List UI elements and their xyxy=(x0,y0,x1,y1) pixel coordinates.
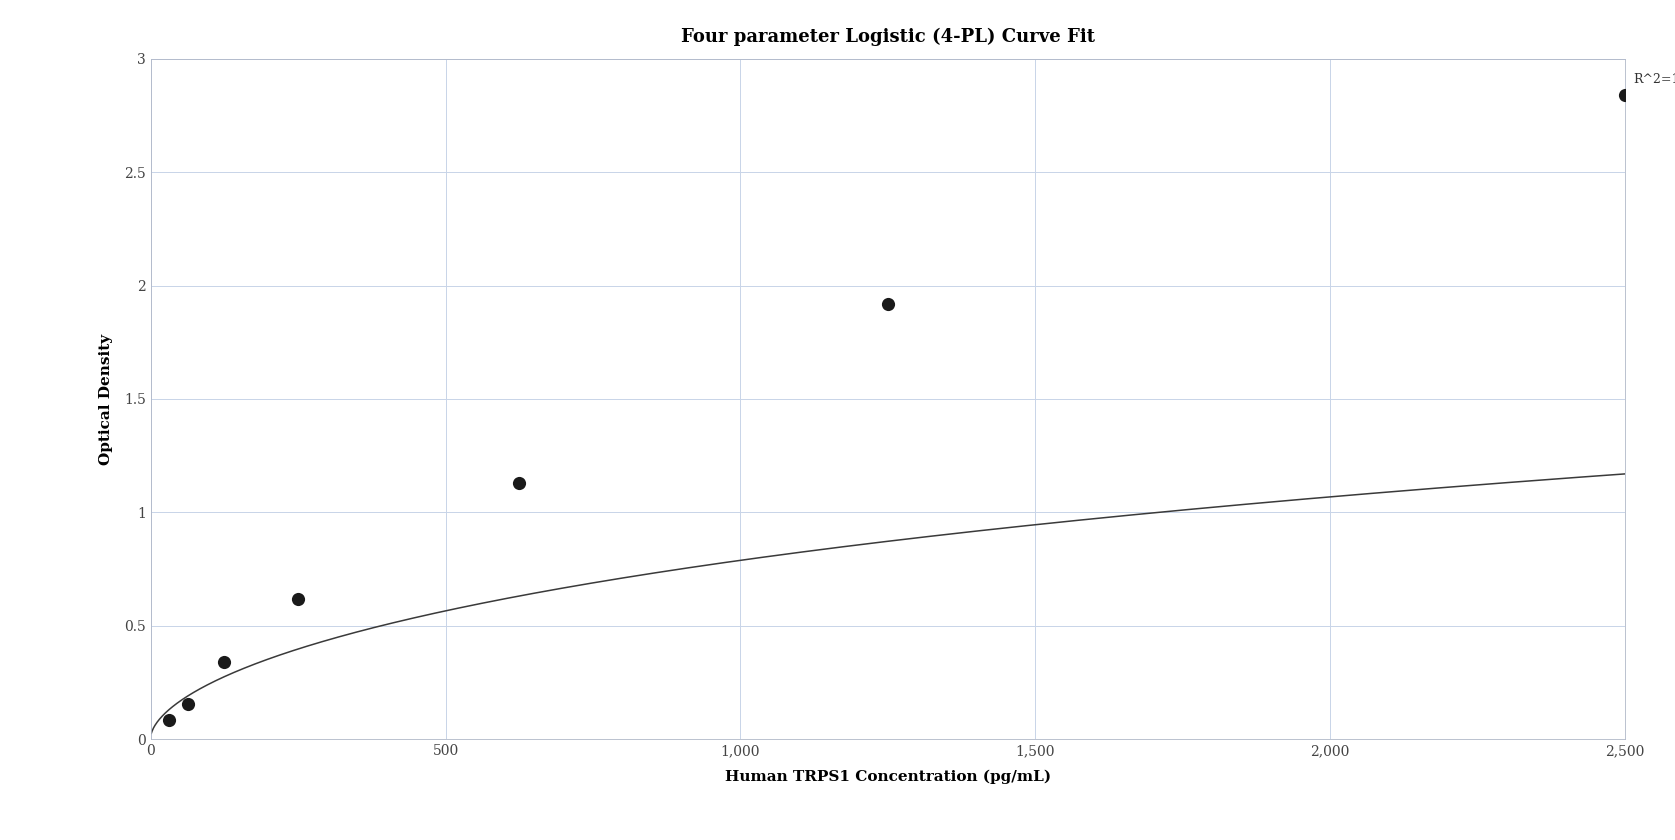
Point xyxy=(156,714,183,727)
Point xyxy=(174,697,201,711)
Point xyxy=(211,655,238,669)
X-axis label: Human TRPS1 Concentration (pg/mL): Human TRPS1 Concentration (pg/mL) xyxy=(725,769,1050,784)
Y-axis label: Optical Density: Optical Density xyxy=(99,333,112,465)
Title: Four parameter Logistic (4-PL) Curve Fit: Four parameter Logistic (4-PL) Curve Fit xyxy=(680,28,1095,46)
Point xyxy=(874,297,901,311)
Point xyxy=(1611,88,1638,102)
Text: R^2=1: R^2=1 xyxy=(1633,73,1675,86)
Point xyxy=(285,592,312,606)
Point xyxy=(506,476,533,490)
